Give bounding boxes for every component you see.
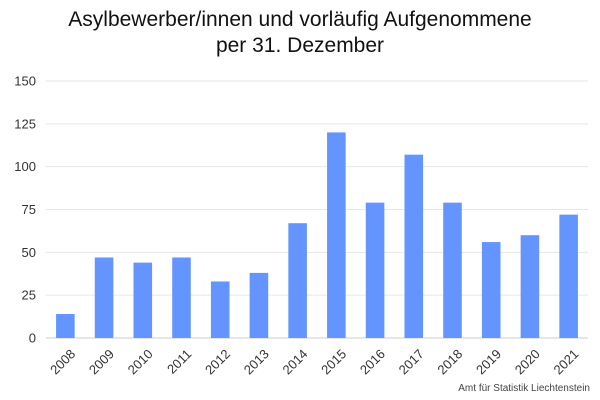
y-tick-label-125: 125 bbox=[14, 116, 36, 131]
x-tick-label-2015: 2015 bbox=[318, 346, 349, 377]
x-tick-label-2011: 2011 bbox=[164, 346, 194, 376]
y-tick-label-100: 100 bbox=[14, 159, 36, 174]
x-tick-label-2021: 2021 bbox=[550, 346, 581, 377]
bar-2008 bbox=[56, 314, 75, 338]
bar-2016 bbox=[365, 202, 385, 338]
y-tick-label-150: 150 bbox=[14, 74, 36, 89]
bar-2009 bbox=[94, 257, 114, 338]
x-tick-label-2014: 2014 bbox=[279, 346, 310, 377]
bar-2018 bbox=[443, 202, 462, 338]
x-tick-label-2016: 2016 bbox=[357, 346, 388, 377]
bar-2019 bbox=[481, 242, 501, 338]
bar-2014 bbox=[288, 223, 307, 338]
bar-2010 bbox=[133, 262, 153, 338]
y-tick-label-75: 75 bbox=[22, 202, 36, 217]
bar-2020 bbox=[520, 235, 540, 338]
x-tick-label-2017: 2017 bbox=[396, 346, 427, 377]
y-tick-label-25: 25 bbox=[22, 288, 36, 303]
y-tick-label-50: 50 bbox=[22, 245, 36, 260]
source-note: Amt für Statistik Liechtenstein bbox=[458, 383, 590, 394]
x-tick-label-2009: 2009 bbox=[86, 346, 117, 377]
bar-2012 bbox=[210, 281, 230, 338]
x-tick-label-2013: 2013 bbox=[241, 346, 272, 377]
x-tick-label-2008: 2008 bbox=[47, 346, 78, 377]
bar-2017 bbox=[404, 154, 424, 338]
x-tick-label-2020: 2020 bbox=[512, 346, 543, 377]
chart-title-line-2: per 31. Dezember bbox=[215, 34, 385, 57]
x-tick-label-2019: 2019 bbox=[473, 346, 504, 377]
bar-2021 bbox=[559, 214, 578, 338]
x-tick-label-2012: 2012 bbox=[202, 346, 233, 377]
x-tick-label-2010: 2010 bbox=[125, 346, 156, 377]
bar-2013 bbox=[249, 272, 269, 338]
y-tick-label-0: 0 bbox=[29, 331, 36, 346]
x-tick-label-2018: 2018 bbox=[434, 346, 465, 377]
bar-2011 bbox=[172, 257, 191, 338]
bar-2015 bbox=[327, 132, 346, 338]
chart-title-line-1: Asylbewerber/innen und vorläufig Aufgeno… bbox=[68, 8, 532, 31]
